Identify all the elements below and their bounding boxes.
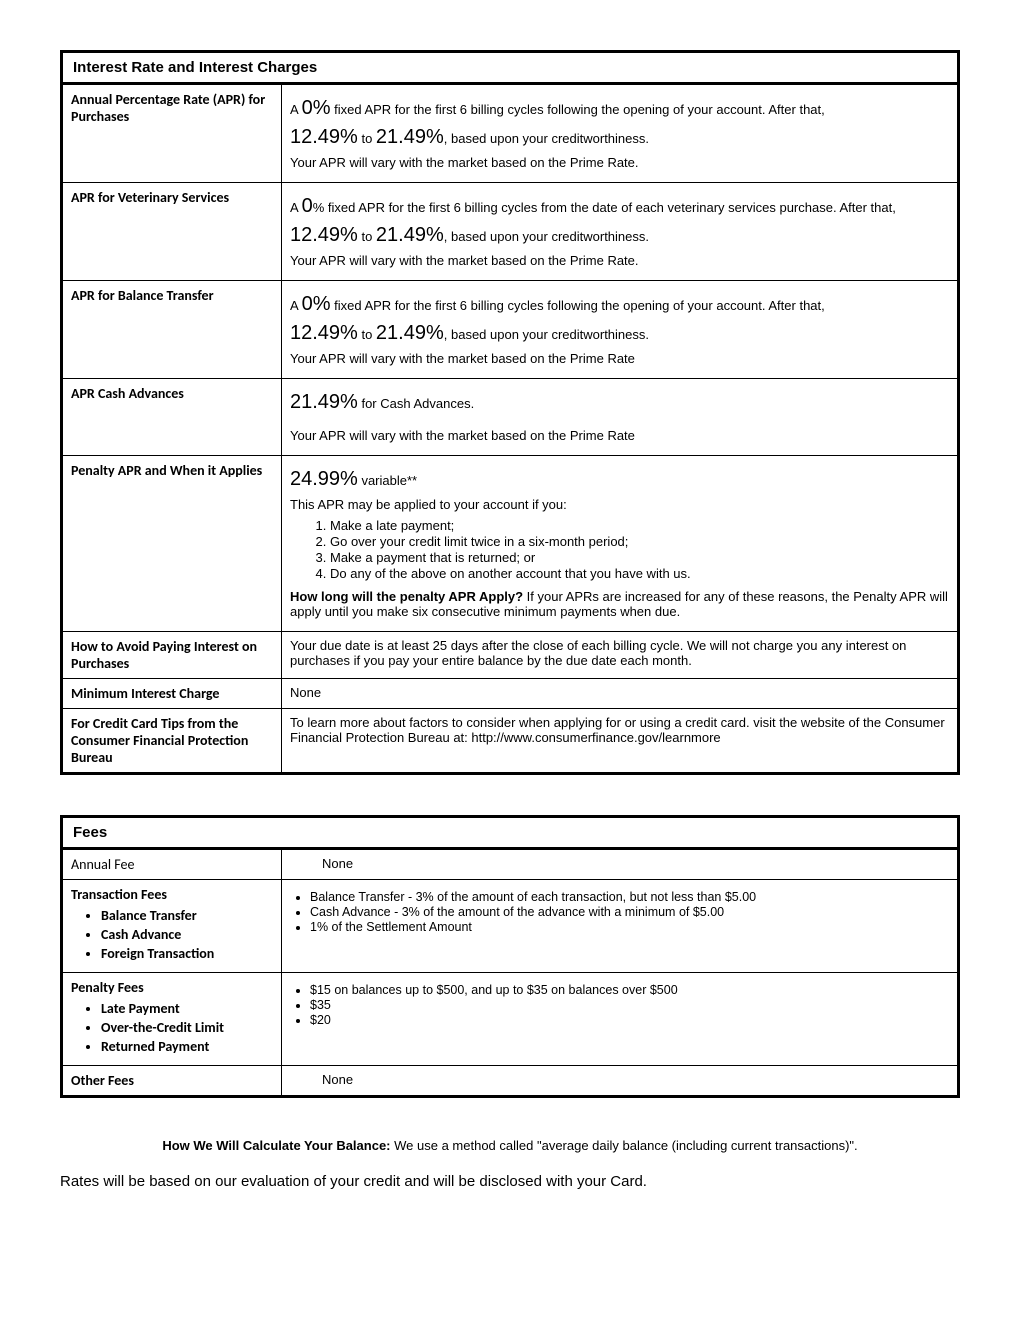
text: Penalty Fees bbox=[71, 979, 273, 996]
rate: 12.49% bbox=[290, 126, 358, 148]
text: for Cash Advances. bbox=[358, 396, 474, 411]
txn-fees-label: Transaction Fees Balance Transfer Cash A… bbox=[62, 880, 282, 973]
text: This APR may be applied to your account … bbox=[290, 497, 949, 512]
list-item: Foreign Transaction bbox=[101, 945, 273, 962]
text: Your APR will vary with the market based… bbox=[290, 155, 949, 170]
list-item: 1% of the Settlement Amount bbox=[310, 920, 949, 934]
list-item: Over-the-Credit Limit bbox=[101, 1019, 273, 1036]
text: Your APR will vary with the market based… bbox=[290, 253, 949, 268]
tips-content: To learn more about factors to consider … bbox=[282, 709, 959, 774]
text: to bbox=[358, 131, 376, 146]
text: , based upon your creditworthiness. bbox=[444, 131, 649, 146]
text: fixed APR for the first 6 billing cycles… bbox=[330, 298, 824, 313]
apr-purchases-label: Annual Percentage Rate (APR) for Purchas… bbox=[62, 84, 282, 183]
list-item: Returned Payment bbox=[101, 1038, 273, 1055]
list-item: Go over your credit limit twice in a six… bbox=[330, 534, 949, 549]
list-item: Make a payment that is returned; or bbox=[330, 550, 949, 565]
other-fees-label: Other Fees bbox=[62, 1066, 282, 1097]
text: to bbox=[358, 229, 376, 244]
interest-rate-table: Interest Rate and Interest Charges Annua… bbox=[60, 50, 960, 775]
list-item: $35 bbox=[310, 998, 949, 1012]
rates-note: Rates will be based on our evaluation of… bbox=[60, 1173, 960, 1190]
other-fees-content: None bbox=[282, 1066, 959, 1097]
table2-header: Fees bbox=[62, 817, 959, 849]
apr-bt-label: APR for Balance Transfer bbox=[62, 281, 282, 379]
list-item: $15 on balances up to $500, and up to $3… bbox=[310, 983, 949, 997]
text: How We Will Calculate Your Balance: bbox=[162, 1138, 390, 1153]
rate: 0% bbox=[302, 97, 331, 119]
tips-label: For Credit Card Tips from the Consumer F… bbox=[62, 709, 282, 774]
annual-fee-content: None bbox=[282, 849, 959, 880]
list-item: Make a late payment; bbox=[330, 518, 949, 533]
rate: 21.49% bbox=[290, 391, 358, 413]
balance-calc: How We Will Calculate Your Balance: We u… bbox=[60, 1138, 960, 1153]
rate: 21.49% bbox=[376, 322, 444, 344]
apr-bt-content: A 0% fixed APR for the first 6 billing c… bbox=[282, 281, 959, 379]
text: Transaction Fees bbox=[71, 886, 273, 903]
avoid-content: Your due date is at least 25 days after … bbox=[282, 632, 959, 679]
apr-vet-label: APR for Veterinary Services bbox=[62, 183, 282, 281]
apr-cash-content: 21.49% for Cash Advances. Your APR will … bbox=[282, 379, 959, 456]
penalty-content: 24.99% variable** This APR may be applie… bbox=[282, 456, 959, 632]
apr-purchases-content: A 0% fixed APR for the first 6 billing c… bbox=[282, 84, 959, 183]
penalty-fees-label: Penalty Fees Late Payment Over-the-Credi… bbox=[62, 973, 282, 1066]
pen-content-bullets: $15 on balances up to $500, and up to $3… bbox=[310, 983, 949, 1027]
rate: 12.49% bbox=[290, 224, 358, 246]
list-item: Do any of the above on another account t… bbox=[330, 566, 949, 581]
list-item: Cash Advance - 3% of the amount of the a… bbox=[310, 905, 949, 919]
text: A bbox=[290, 200, 302, 215]
text: fixed APR for the first 6 billing cycles… bbox=[330, 102, 824, 117]
list-item: Balance Transfer bbox=[101, 907, 273, 924]
min-content: None bbox=[282, 679, 959, 709]
penalty-label: Penalty APR and When it Applies bbox=[62, 456, 282, 632]
table1-header: Interest Rate and Interest Charges bbox=[62, 52, 959, 84]
rate: 21.49% bbox=[376, 224, 444, 246]
penalty-list: Make a late payment; Go over your credit… bbox=[330, 518, 949, 581]
text: A bbox=[290, 298, 302, 313]
text: Your APR will vary with the market based… bbox=[290, 351, 949, 366]
rate: 24.99% bbox=[290, 468, 358, 490]
annual-fee-label: Annual Fee bbox=[62, 849, 282, 880]
text: A bbox=[290, 102, 302, 117]
text: , based upon your creditworthiness. bbox=[444, 327, 649, 342]
list-item: $20 bbox=[310, 1013, 949, 1027]
min-label: Minimum Interest Charge bbox=[62, 679, 282, 709]
txn-content-bullets: Balance Transfer - 3% of the amount of e… bbox=[310, 890, 949, 934]
text: Your APR will vary with the market based… bbox=[290, 428, 949, 443]
text: % fixed APR for the first 6 billing cycl… bbox=[313, 200, 896, 215]
fees-table: Fees Annual Fee None Transaction Fees Ba… bbox=[60, 815, 960, 1098]
text: to bbox=[358, 327, 376, 342]
rate: 12.49% bbox=[290, 322, 358, 344]
rate: 0 bbox=[302, 195, 313, 217]
rate: 0% bbox=[302, 293, 331, 315]
apr-vet-content: A 0% fixed APR for the first 6 billing c… bbox=[282, 183, 959, 281]
txn-bullets: Balance Transfer Cash Advance Foreign Tr… bbox=[101, 907, 273, 962]
text: How long will the penalty APR Apply? bbox=[290, 589, 523, 604]
list-item: Balance Transfer - 3% of the amount of e… bbox=[310, 890, 949, 904]
text: variable** bbox=[358, 473, 417, 488]
text: , based upon your creditworthiness. bbox=[444, 229, 649, 244]
list-item: Late Payment bbox=[101, 1000, 273, 1017]
rate: 21.49% bbox=[376, 126, 444, 148]
pen-bullets: Late Payment Over-the-Credit Limit Retur… bbox=[101, 1000, 273, 1055]
avoid-label: How to Avoid Paying Interest on Purchase… bbox=[62, 632, 282, 679]
apr-cash-label: APR Cash Advances bbox=[62, 379, 282, 456]
txn-fees-content: Balance Transfer - 3% of the amount of e… bbox=[282, 880, 959, 973]
penalty-fees-content: $15 on balances up to $500, and up to $3… bbox=[282, 973, 959, 1066]
text: We use a method called "average daily ba… bbox=[391, 1138, 858, 1153]
list-item: Cash Advance bbox=[101, 926, 273, 943]
